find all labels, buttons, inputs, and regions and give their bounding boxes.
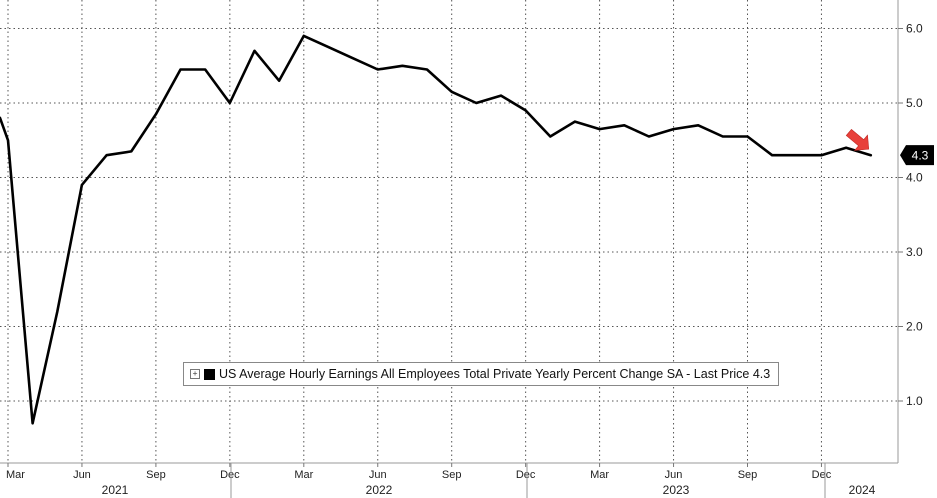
y-tick-label: 5.0	[906, 96, 923, 110]
year-label: 2022	[366, 483, 393, 497]
x-tick-label: Sep	[146, 469, 166, 481]
year-label: 2024	[849, 483, 876, 497]
x-tick-label: Mar	[294, 469, 313, 481]
x-tick-label: Jun	[665, 469, 683, 481]
y-tick-label: 3.0	[906, 245, 923, 259]
y-tick-label: 4.0	[906, 171, 923, 185]
last-price-label: 4.3	[912, 149, 929, 163]
x-tick-label: Sep	[442, 469, 462, 481]
vertical-gridlines	[7, 0, 822, 463]
legend-swatch-icon	[204, 368, 215, 380]
series-line	[0, 34, 873, 425]
x-tick-label: Mar	[6, 469, 25, 481]
x-tick-label: Jun	[73, 469, 91, 481]
legend-series-label: US Average Hourly Earnings All Employees…	[219, 367, 771, 381]
y-tick-label: 6.0	[906, 22, 923, 36]
horizontal-gridlines	[0, 28, 898, 402]
x-tick-label: Jun	[369, 469, 387, 481]
legend-expand-icon[interactable]: +	[190, 369, 200, 379]
y-tick-label: 1.0	[906, 394, 923, 408]
x-tick-label: Dec	[220, 469, 240, 481]
red-arrow-icon	[845, 128, 870, 151]
y-tick-label: 2.0	[906, 320, 923, 334]
last-price-box	[900, 145, 934, 166]
x-axis-ticks: Mar Jun Sep Dec Mar Jun Sep Dec Mar Jun Sep Dec	[6, 463, 832, 481]
year-dividers: 2021 2022 2023 2024	[102, 463, 876, 498]
year-label: 2023	[663, 483, 690, 497]
series-layer	[0, 34, 873, 425]
x-tick-label: Dec	[516, 469, 536, 481]
x-tick-label: Dec	[812, 469, 832, 481]
x-tick-label: Sep	[738, 469, 758, 481]
legend: + US Average Hourly Earnings All Employe…	[183, 362, 780, 386]
y-axis-ticks: 1.0 2.0 3.0 4.0 5.0 6.0	[898, 22, 923, 408]
year-label: 2021	[102, 483, 129, 497]
x-tick-label: Mar	[590, 469, 609, 481]
annotations: 4.3	[845, 128, 934, 166]
